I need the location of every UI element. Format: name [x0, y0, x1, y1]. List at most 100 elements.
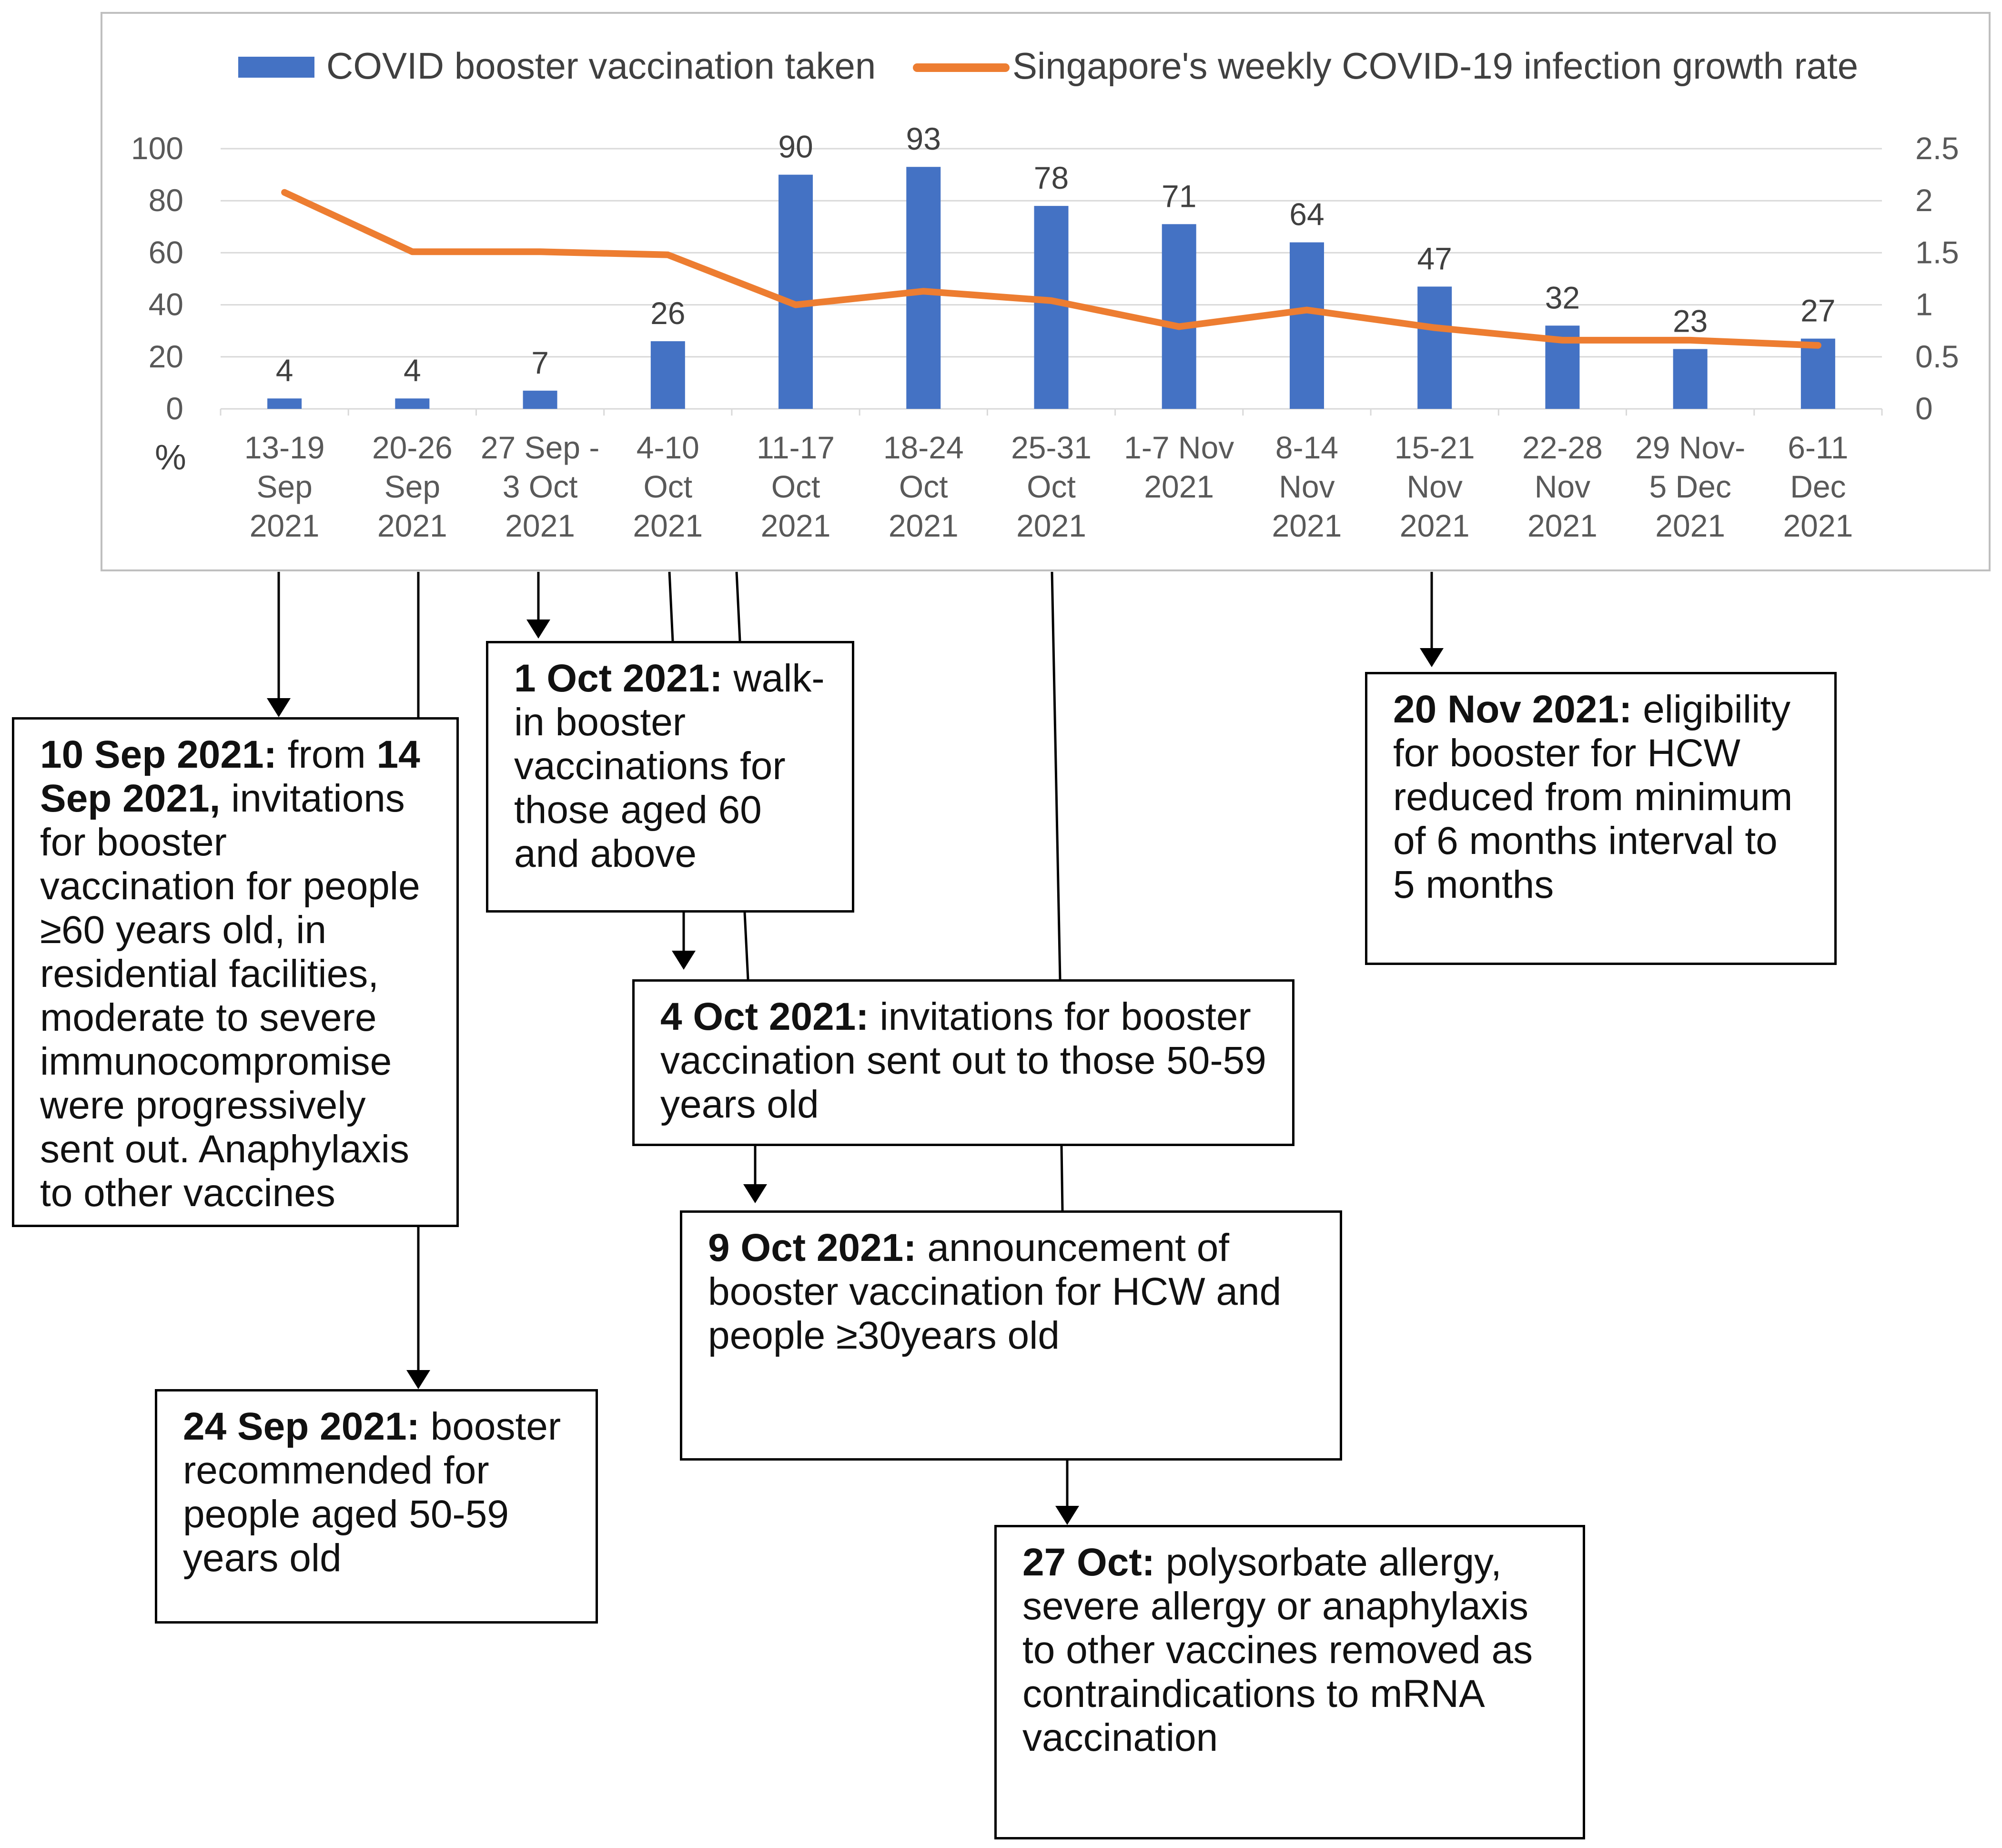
y-right-tick-label: 2.5	[1915, 131, 1959, 166]
x-tick-label: 2021	[1783, 508, 1853, 543]
x-tick-label: Oct	[899, 469, 948, 504]
note-text: from	[276, 733, 377, 776]
data-label: 4	[276, 353, 293, 388]
x-tick-label: 2021	[1144, 469, 1214, 504]
data-label: 47	[1417, 241, 1452, 276]
arrowhead-icon	[267, 698, 291, 717]
bar	[1034, 206, 1069, 409]
connector-line	[735, 571, 741, 641]
x-tick-label: 2021	[889, 508, 959, 543]
y-left-tick-label: 40	[149, 287, 183, 322]
arrowhead-icon	[1055, 1506, 1079, 1525]
data-label: 71	[1162, 178, 1196, 213]
line-series	[281, 189, 1821, 349]
note-4-oct: 4 Oct 2021: invitations for booster vacc…	[632, 979, 1294, 1146]
data-label: 64	[1289, 197, 1324, 232]
x-tick-label: Nov	[1535, 469, 1590, 504]
x-tick-label: 2021	[505, 508, 575, 543]
data-label: 26	[650, 295, 685, 331]
bar	[1800, 338, 1835, 409]
x-tick-label: 29 Nov-	[1635, 430, 1745, 465]
legend-bar-label: COVID booster vaccination taken	[326, 45, 876, 87]
x-tick-label: 2021	[250, 508, 320, 543]
note-text: eligibility for booster for HCW reduced …	[1393, 688, 1793, 906]
x-tick-label: 25-31	[1011, 430, 1092, 465]
note-date: 9 Oct 2021:	[708, 1226, 917, 1269]
bar	[523, 390, 557, 409]
data-label: 23	[1673, 303, 1708, 338]
y-axis-right: 0 0.5 1 1.5 2 2.5	[1915, 131, 1959, 426]
x-tick-label: 2021	[1400, 508, 1470, 543]
arrowhead-icon	[526, 619, 550, 639]
x-tick-label: 3 Oct	[503, 469, 578, 504]
note-date: 24 Sep 2021:	[183, 1405, 420, 1448]
x-tick-label: Nov	[1407, 469, 1463, 504]
note-20-nov: 20 Nov 2021: eligibility for booster for…	[1365, 672, 1837, 965]
grid-lines	[220, 148, 1883, 416]
y-right-tick-label: 0.5	[1915, 339, 1959, 374]
y-right-tick-label: 1	[1915, 287, 1933, 322]
bar-series	[267, 167, 1835, 409]
x-tick-label: Sep	[256, 469, 312, 504]
x-tick-label: 2021	[633, 508, 703, 543]
note-date: 4 Oct 2021:	[660, 995, 869, 1038]
x-tick-label: 11-17	[757, 430, 835, 465]
x-tick-label: 4-10	[637, 430, 699, 465]
note-date: 20 Nov 2021:	[1393, 688, 1632, 731]
x-tick-label: 2021	[377, 508, 447, 543]
note-text: polysorbate allergy, severe allergy or a…	[1022, 1541, 1533, 1759]
x-tick-label: 6-11	[1788, 430, 1848, 465]
bar	[1417, 286, 1452, 409]
bar	[779, 174, 813, 409]
arrowhead-icon	[406, 1370, 430, 1389]
x-tick-label: Oct	[643, 469, 692, 504]
arrowhead-icon	[672, 951, 696, 970]
y-left-tick-label: 60	[149, 234, 183, 270]
x-axis: 13-19 Sep 2021 20-26 Sep 2021 27 Sep - 3 Oct 202…	[244, 430, 1853, 543]
x-tick-label: Dec	[1790, 469, 1846, 504]
note-1-oct: 1 Oct 2021: walk-in booster vaccinations…	[486, 641, 854, 913]
x-tick-label: 20-26	[372, 430, 453, 465]
x-tick-label: 2021	[761, 508, 831, 543]
x-tick-label: 18-24	[883, 430, 964, 465]
y-left-tick-label: 100	[131, 131, 183, 166]
note-text: booster recommended for people aged 50-5…	[183, 1405, 561, 1580]
x-tick-label: 2021	[1527, 508, 1598, 543]
x-tick-label: 2021	[1272, 508, 1342, 543]
x-tick-label: Oct	[771, 469, 820, 504]
legend-line-label: Singapore's weekly COVID-19 infection gr…	[1012, 45, 1858, 87]
bar	[1673, 349, 1708, 409]
connector-line	[668, 571, 674, 641]
bar	[1162, 224, 1196, 409]
x-tick-label: Oct	[1027, 469, 1076, 504]
note-date: 27 Oct:	[1022, 1541, 1155, 1584]
bar	[1289, 242, 1324, 409]
data-label: 93	[906, 121, 941, 156]
x-tick-label: 13-19	[244, 430, 325, 465]
connector-line	[743, 912, 749, 980]
connector-line	[1051, 571, 1062, 980]
data-label: 27	[1800, 293, 1835, 328]
arrowhead-icon	[1420, 648, 1444, 667]
x-tick-label: 8-14	[1275, 430, 1338, 465]
x-tick-label: 15-21	[1395, 430, 1475, 465]
note-24-sep: 24 Sep 2021: booster recommended for peo…	[155, 1389, 598, 1624]
data-label: 32	[1545, 280, 1580, 315]
note-text: invitations for booster vaccination sent…	[660, 995, 1266, 1126]
y-left-tick-label: 0	[166, 391, 183, 426]
note-10-sep: 10 Sep 2021: from 14 Sep 2021, invitatio…	[12, 717, 459, 1227]
bar	[395, 398, 430, 409]
data-label: 90	[778, 129, 813, 164]
legend: COVID booster vaccination taken Singapor…	[238, 45, 1858, 87]
data-label: 4	[404, 353, 421, 388]
bar	[906, 167, 941, 409]
x-tick-label: 22-28	[1522, 430, 1603, 465]
x-tick-label: 5 Dec	[1649, 469, 1731, 504]
note-text: invitations for booster vaccination for …	[40, 777, 420, 1215]
arrowhead-icon	[743, 1184, 767, 1203]
bar	[650, 341, 685, 409]
y-right-tick-label: 2	[1915, 183, 1933, 218]
